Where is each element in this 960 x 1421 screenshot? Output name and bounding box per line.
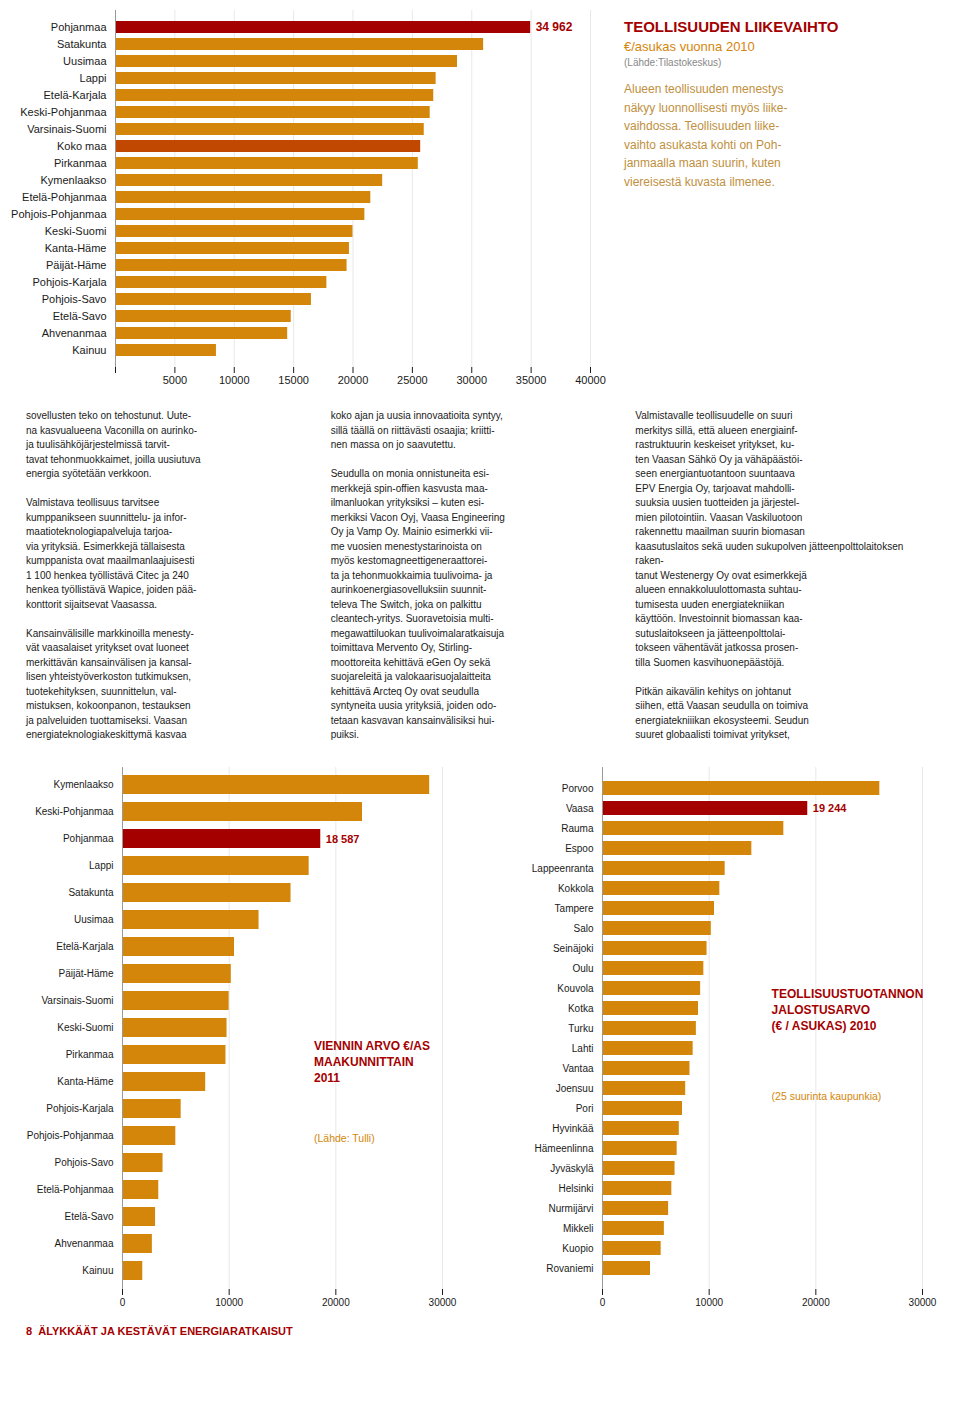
svg-text:Lappi: Lappi — [80, 72, 107, 84]
svg-text:Vaasa: Vaasa — [566, 802, 594, 813]
svg-text:Etelä-Karjala: Etelä-Karjala — [56, 941, 114, 952]
svg-text:Etelä-Pohjanmaa: Etelä-Pohjanmaa — [22, 191, 107, 203]
svg-text:0: 0 — [120, 1296, 126, 1307]
html-text:sovellusten teko on tehostunut: sovellusten teko on tehostunut. Uute- na… — [26, 410, 201, 740]
svg-text:Kouvola: Kouvola — [557, 982, 594, 993]
svg-text:Päijät-Häme: Päijät-Häme — [58, 968, 113, 979]
svg-text:Satakunta: Satakunta — [68, 887, 113, 898]
svg-text:Kymenlaakso: Kymenlaakso — [40, 174, 106, 186]
svg-text:Lahti: Lahti — [572, 1042, 594, 1053]
svg-text:Pohjanmaa: Pohjanmaa — [51, 21, 108, 33]
svg-text:Varsinais-Suomi: Varsinais-Suomi — [27, 123, 106, 135]
svg-text:Pohjanmaa: Pohjanmaa — [63, 833, 114, 844]
svg-text:Oulu: Oulu — [572, 962, 593, 973]
svg-text:20000: 20000 — [802, 1296, 830, 1307]
svg-text:Pori: Pori — [576, 1102, 594, 1113]
svg-text:19 244: 19 244 — [813, 802, 848, 814]
svg-text:10000: 10000 — [695, 1296, 723, 1307]
svg-text:Pohjois-Pohjanmaa: Pohjois-Pohjanmaa — [11, 208, 107, 220]
svg-text:Turku: Turku — [568, 1022, 593, 1033]
svg-text:Satakunta: Satakunta — [57, 38, 107, 50]
html-text:VIENNIN ARVO €/AS MAAKUNNITTAI: VIENNIN ARVO €/AS MAAKUNNITTAIN 2011 — [314, 1038, 430, 1086]
svg-text:Kanta-Häme: Kanta-Häme — [57, 1076, 114, 1087]
svg-text:25000: 25000 — [397, 374, 428, 386]
svg-text:Kymenlaakso: Kymenlaakso — [53, 779, 113, 790]
html-text:€/asukas vuonna 2010: €/asukas vuonna 2010 — [624, 39, 755, 54]
svg-text:Uusimaa: Uusimaa — [74, 914, 114, 925]
svg-text:Etelä-Savo: Etelä-Savo — [53, 310, 107, 322]
svg-text:20000: 20000 — [338, 374, 369, 386]
svg-text:Kokkola: Kokkola — [558, 882, 594, 893]
svg-text:Pohjois-Karjala: Pohjois-Karjala — [46, 1103, 114, 1114]
svg-text:Rovaniemi: Rovaniemi — [546, 1262, 593, 1273]
svg-text:Helsinki: Helsinki — [558, 1182, 593, 1193]
svg-text:Salo: Salo — [573, 922, 593, 933]
svg-text:10000: 10000 — [219, 374, 250, 386]
svg-text:Ahvenanmaa: Ahvenanmaa — [42, 327, 108, 339]
svg-text:Ahvenanmaa: Ahvenanmaa — [55, 1238, 114, 1249]
html-text:TEOLLISUUDEN LIIKEVAIHTO: TEOLLISUUDEN LIIKEVAIHTO — [624, 18, 839, 35]
svg-text:Kuopio: Kuopio — [562, 1242, 594, 1253]
svg-text:Porvoo: Porvoo — [562, 782, 594, 793]
html-text:koko ajan ja uusia innovaatioi: koko ajan ja uusia innovaatioita syntyy,… — [330, 410, 505, 740]
svg-text:Pohjois-Pohjanmaa: Pohjois-Pohjanmaa — [27, 1130, 114, 1141]
html-text:(Lähde: Tulli): (Lähde: Tulli) — [314, 1131, 375, 1144]
svg-text:18 587: 18 587 — [326, 832, 360, 844]
svg-text:20000: 20000 — [322, 1296, 350, 1307]
svg-text:Pirkanmaa: Pirkanmaa — [54, 157, 107, 169]
svg-text:Hämeenlinna: Hämeenlinna — [535, 1142, 594, 1153]
svg-text:Tampere: Tampere — [555, 902, 594, 913]
svg-text:Seinäjoki: Seinäjoki — [553, 942, 594, 953]
svg-text:Etelä-Pohjanmaa: Etelä-Pohjanmaa — [37, 1184, 114, 1195]
svg-text:Kainuu: Kainuu — [72, 344, 106, 356]
svg-text:30000: 30000 — [909, 1296, 937, 1307]
svg-text:Keski-Pohjanmaa: Keski-Pohjanmaa — [35, 806, 114, 817]
html-text:(Lähde:Tilastokeskus): (Lähde:Tilastokeskus) — [624, 57, 722, 68]
svg-text:40000: 40000 — [575, 374, 606, 386]
html-text:(25 suurinta kaupunkia): (25 suurinta kaupunkia) — [771, 1090, 882, 1103]
svg-text:Mikkeli: Mikkeli — [563, 1222, 594, 1233]
svg-text:Kanta-Häme: Kanta-Häme — [45, 242, 107, 254]
svg-text:Kotka: Kotka — [568, 1002, 594, 1013]
svg-text:Kainuu: Kainuu — [82, 1265, 113, 1276]
svg-text:Keski-Pohjanmaa: Keski-Pohjanmaa — [20, 106, 107, 118]
svg-text:Etelä-Karjala: Etelä-Karjala — [44, 89, 108, 101]
svg-text:Rauma: Rauma — [561, 822, 594, 833]
svg-text:30000: 30000 — [456, 374, 487, 386]
svg-text:Jyväskylä: Jyväskylä — [550, 1162, 594, 1173]
svg-text:Pohjois-Savo: Pohjois-Savo — [42, 293, 107, 305]
svg-text:30000: 30000 — [429, 1296, 457, 1307]
html-text:Valmistavalle teollisuudelle o: Valmistavalle teollisuudelle on suuri me… — [635, 410, 907, 740]
svg-text:Hyvinkää: Hyvinkää — [552, 1122, 594, 1133]
html-text:8 ÄLYKKÄÄT JA KESTÄVÄT ENERGIA: 8 ÄLYKKÄÄT JA KESTÄVÄT ENERGIARATKAISUT — [26, 1324, 293, 1337]
svg-text:15000: 15000 — [278, 374, 309, 386]
svg-text:Keski-Suomi: Keski-Suomi — [45, 225, 107, 237]
svg-text:Koko maa: Koko maa — [57, 140, 107, 152]
svg-text:5000: 5000 — [163, 374, 187, 386]
html-text:Alueen teollisuuden menestys n: Alueen teollisuuden menestys näkyy luonn… — [624, 82, 788, 189]
svg-text:35000: 35000 — [516, 374, 547, 386]
svg-text:Espoo: Espoo — [565, 842, 594, 853]
svg-text:Etelä-Savo: Etelä-Savo — [65, 1211, 114, 1222]
svg-text:Vantaa: Vantaa — [563, 1062, 594, 1073]
svg-text:Nurmijärvi: Nurmijärvi — [549, 1202, 594, 1213]
svg-text:Varsinais-Suomi: Varsinais-Suomi — [41, 995, 113, 1006]
svg-text:Joensuu: Joensuu — [556, 1082, 594, 1093]
svg-text:Pohjois-Karjala: Pohjois-Karjala — [33, 276, 108, 288]
svg-text:Keski-Suomi: Keski-Suomi — [57, 1022, 113, 1033]
html-text:TEOLLISUUSTUOTANNON JALOSTUSAR: TEOLLISUUSTUOTANNON JALOSTUSARVO (€ / AS… — [771, 986, 924, 1034]
svg-text:Päijät-Häme: Päijät-Häme — [46, 259, 107, 271]
svg-text:Pohjois-Savo: Pohjois-Savo — [55, 1157, 114, 1168]
svg-text:Lappi: Lappi — [89, 860, 113, 871]
svg-text:Uusimaa: Uusimaa — [63, 55, 107, 67]
svg-text:34 962: 34 962 — [536, 20, 573, 34]
svg-text:Pirkanmaa: Pirkanmaa — [66, 1049, 114, 1060]
svg-text:10000: 10000 — [215, 1296, 243, 1307]
svg-text:0: 0 — [600, 1296, 606, 1307]
svg-text:Lappeenranta: Lappeenranta — [532, 862, 594, 873]
